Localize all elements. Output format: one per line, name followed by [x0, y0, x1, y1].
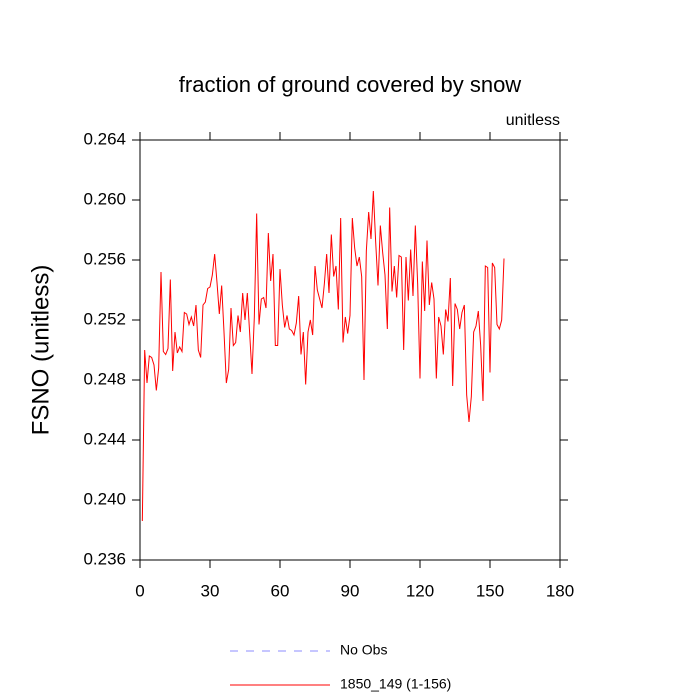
y-tick-label: 0.244	[83, 429, 126, 448]
y-tick-label: 0.236	[83, 549, 126, 568]
y-tick-label: 0.240	[83, 489, 126, 508]
x-tick-label: 120	[406, 581, 434, 600]
x-tick-label: 0	[135, 581, 144, 600]
x-tick-label: 60	[271, 581, 290, 600]
legend-label: 1850_149 (1-156)	[340, 676, 451, 692]
data-line	[141, 190, 505, 522]
x-tick-label: 150	[476, 581, 504, 600]
plot-frame	[139, 139, 561, 561]
legend-label: No Obs	[340, 642, 387, 658]
y-tick-label: 0.260	[83, 189, 126, 208]
chart-title: fraction of ground covered by snow	[179, 72, 522, 97]
y-tick-label: 0.264	[83, 129, 126, 148]
y-axis-label: FSNO (unitless)	[27, 265, 54, 436]
x-tick-label: 30	[201, 581, 220, 600]
y-tick-label: 0.256	[83, 249, 126, 268]
chart-subtitle: unitless	[506, 112, 560, 129]
y-tick-label: 0.248	[83, 369, 126, 388]
x-tick-label: 180	[546, 581, 574, 600]
y-tick-label: 0.252	[83, 309, 126, 328]
x-tick-label: 90	[341, 581, 360, 600]
